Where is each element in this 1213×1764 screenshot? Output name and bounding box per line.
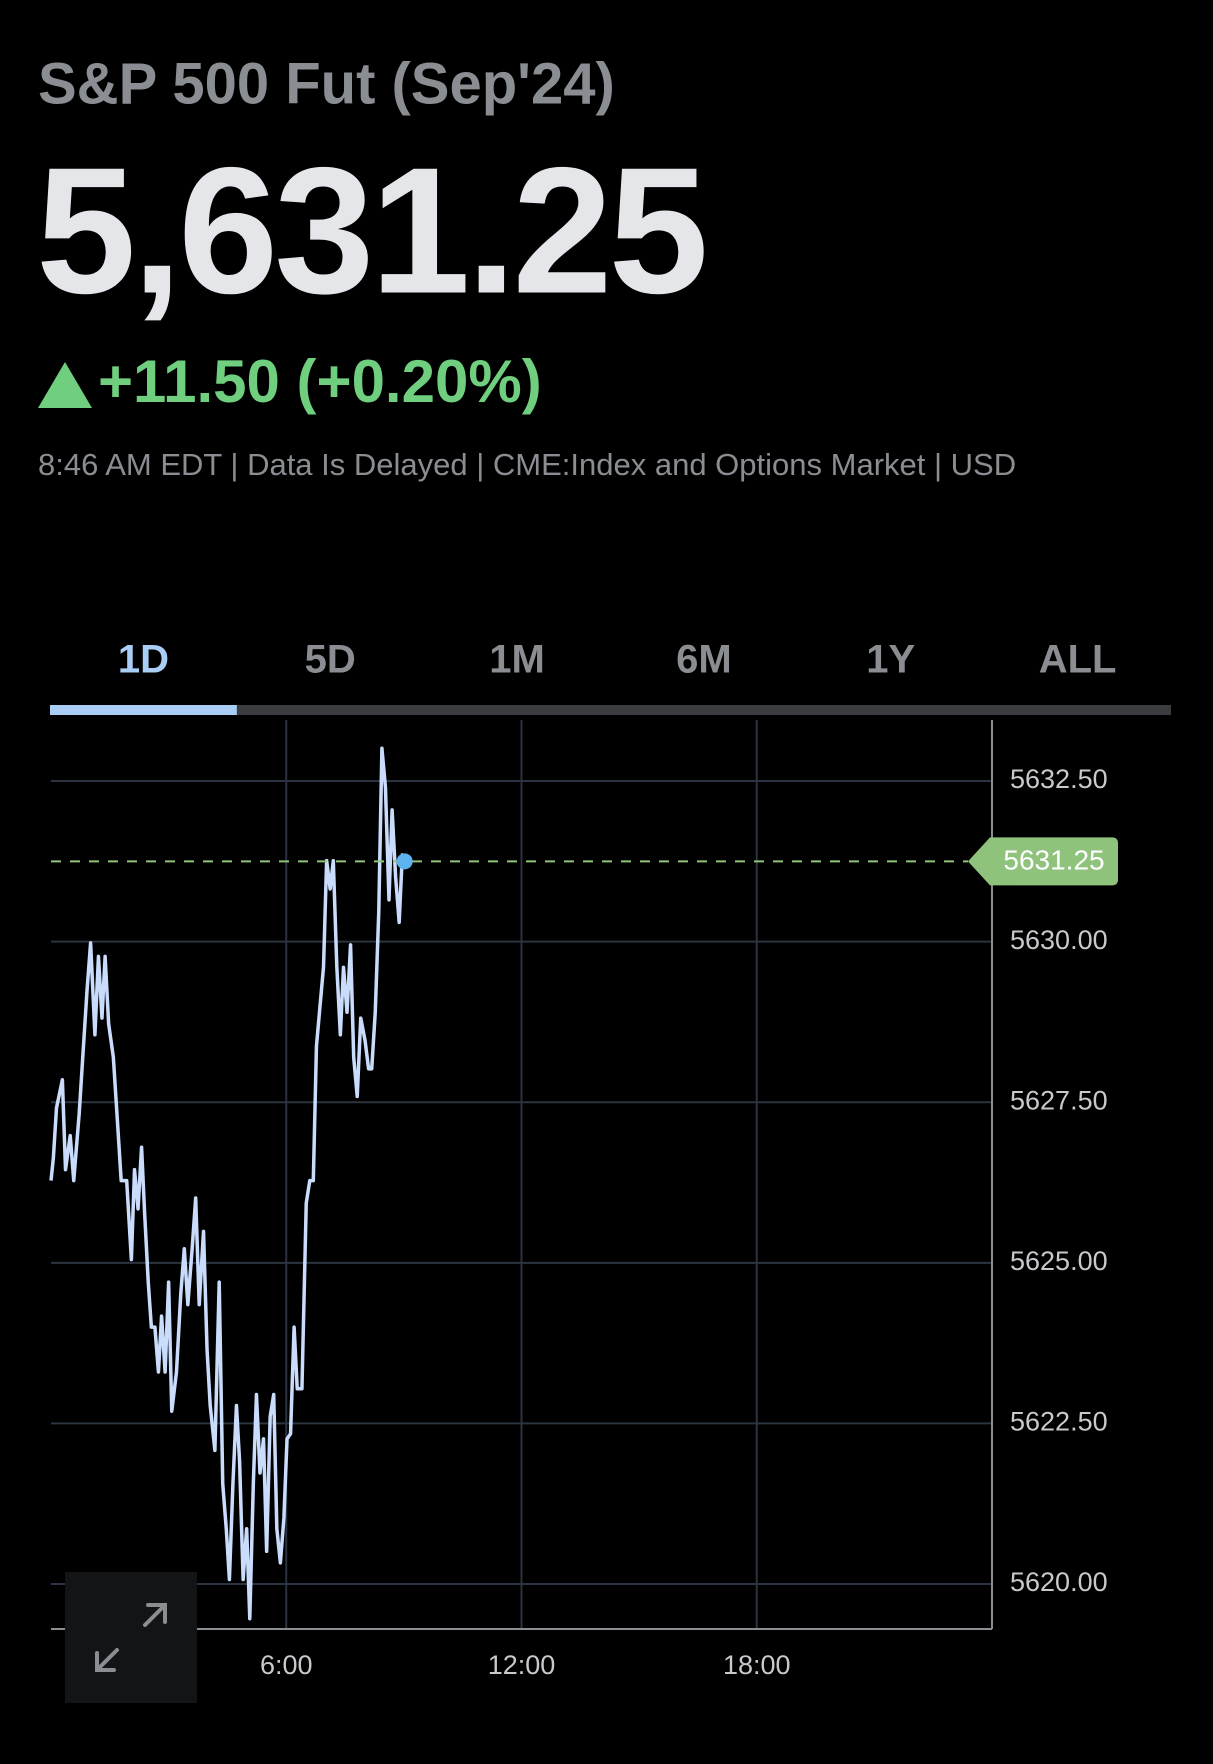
change: +11.50 (+0.20%) — [98, 348, 542, 415]
expand-icon — [95, 1603, 167, 1672]
x-tick-label: 6:00 — [260, 1650, 313, 1680]
y-tick-label: 5625.00 — [1010, 1246, 1108, 1276]
tab-indicator — [50, 705, 237, 715]
tab[interactable]: 1M — [489, 638, 545, 682]
tabs: 1D 5D 1M 6M 1Y ALL — [50, 638, 1171, 715]
current-price-label: 5631.25 — [1003, 845, 1104, 876]
up-arrow — [38, 362, 92, 408]
title: S&P 500 Fut (Sep'24) — [38, 51, 615, 116]
x-tick-label: 18:00 — [723, 1650, 791, 1680]
chart: 5620.00 5622.50 5625.00 5627.50 5630.00 5632.… — [49, 720, 1118, 1680]
tab-track — [50, 705, 1171, 715]
tab[interactable]: 5D — [305, 638, 356, 682]
tab[interactable]: 6M — [676, 638, 732, 682]
y-tick-label: 5630.00 — [1010, 925, 1108, 955]
meta: 8:46 AM EDT | Data Is Delayed | CME:Inde… — [38, 447, 1016, 482]
price-line — [49, 746, 407, 1621]
y-tick-label: 5627.50 — [1010, 1085, 1108, 1115]
tab[interactable]: 1D — [118, 638, 169, 682]
current-price-tag — [968, 837, 1118, 886]
y-tick-label: 5622.50 — [1010, 1407, 1108, 1437]
tab[interactable]: 1Y — [866, 638, 915, 682]
last-point — [396, 853, 413, 870]
tab[interactable]: ALL — [1039, 638, 1117, 682]
x-tick-label: 12:00 — [488, 1650, 556, 1680]
expand-button[interactable] — [65, 1572, 197, 1703]
y-tick-label: 5632.50 — [1010, 764, 1108, 794]
price: 5,631.25 — [36, 131, 705, 332]
y-tick-label: 5620.00 — [1010, 1567, 1108, 1597]
